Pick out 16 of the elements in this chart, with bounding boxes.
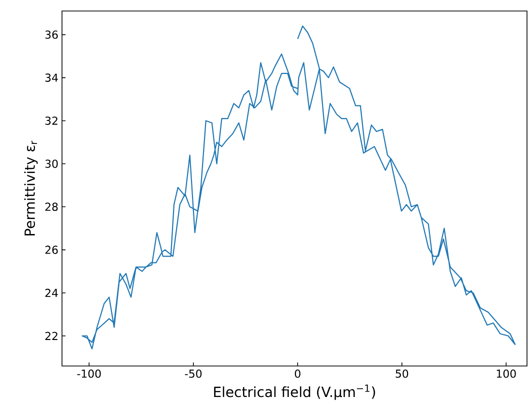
y-tick-label: 28 [45,202,58,211]
y-tick-label: 34 [45,74,58,82]
x-tick-label: -100 [77,370,101,378]
y-tick-label: 26 [45,246,58,254]
line-series [82,26,516,350]
x-tick-label: 100 [496,370,516,378]
x-tick-label: 50 [396,370,408,378]
y-tick-label: 36 [45,30,58,39]
y-axis-title: Permittivity ε$_{r}$ [24,140,38,236]
y-tick-label: 24 [45,288,58,297]
x-tick-label: -50 [184,370,202,378]
x-axis-title: Electrical field (V.μm$^{−1}$) [214,384,376,400]
y-tick-label: 30 [45,160,58,168]
y-tick-label: 22 [45,332,58,340]
y-tick-label: 32 [45,116,58,125]
x-tick-label: 0 [294,370,300,378]
